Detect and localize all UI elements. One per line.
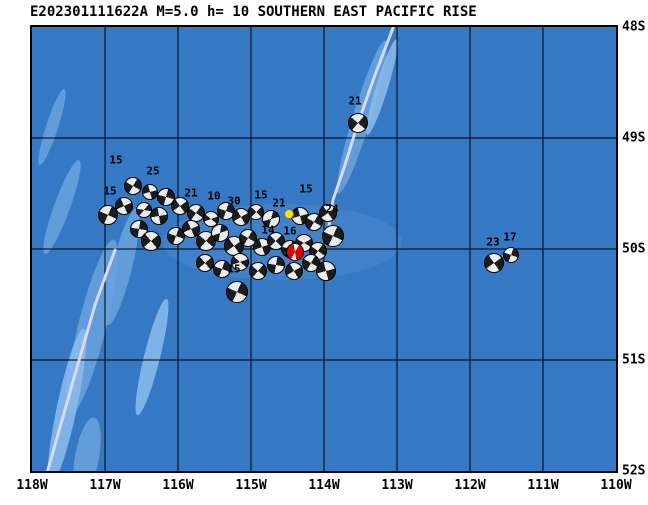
latitude-tick-label: 51S	[622, 352, 646, 368]
bathymetry-streak	[135, 298, 169, 416]
focal-mechanism-beachball	[203, 211, 219, 227]
bathymetry-streak	[73, 417, 101, 471]
focal-mechanism-beachball	[213, 260, 231, 278]
bathymetry-grid-and-plate-boundary	[32, 27, 616, 471]
event-number-label: 21	[184, 186, 198, 200]
event-number-label: 21	[348, 94, 362, 108]
longitude-tick-label: 110W	[600, 478, 632, 493]
map-area: 21 15 25 15 21 10 30 15 21 15 24 14 16 15 23 17	[30, 25, 618, 473]
longitude-tick-label: 115W	[235, 478, 267, 493]
event-number-label: 15	[103, 184, 117, 198]
focal-mechanism-beachball	[239, 229, 257, 247]
event-number-label: 15	[254, 188, 268, 202]
focal-mechanism-beachball	[141, 231, 161, 251]
focal-mechanism-beachball	[322, 225, 344, 247]
ridge-axis-line	[46, 248, 117, 471]
focal-mechanism-beachball	[267, 256, 285, 274]
focal-mechanism-beachball	[319, 204, 337, 222]
bathymetry-streak	[38, 88, 66, 166]
latitude-tick-label: 52S	[622, 463, 646, 479]
latitude-tick-label: 49S	[622, 130, 646, 146]
focal-mechanism-beachball	[305, 213, 323, 231]
focal-mechanism-beachball	[150, 207, 168, 225]
figure-title: E202301111622A M=5.0 h= 10 SOUTHERN EAST…	[30, 4, 477, 20]
event-number-label: 15	[299, 182, 313, 196]
event-number-label: 15	[109, 153, 123, 167]
focal-mechanism-beachball	[157, 188, 175, 206]
focal-mechanism-beachball	[124, 177, 142, 195]
event-number-label: 30	[227, 194, 241, 208]
beachball-layer	[32, 27, 616, 471]
bathymetry-streak	[43, 159, 81, 255]
focal-mechanism-beachball	[285, 262, 303, 280]
event-number-label: 15	[227, 262, 241, 276]
event-number-label: 25	[146, 164, 160, 178]
longitude-tick-label: 111W	[527, 478, 559, 493]
focal-mechanism-beachball	[226, 281, 248, 303]
focal-mechanism-beachball	[262, 210, 280, 228]
event-number-label: 23	[486, 235, 500, 249]
latitude-tick-label: 48S	[622, 19, 646, 35]
bathymetry-streak	[104, 208, 140, 326]
focal-mechanism-beachball	[316, 261, 336, 281]
longitude-tick-label: 116W	[162, 478, 194, 493]
event-number-label: 10	[207, 189, 221, 203]
focal-mechanism-beachball	[196, 254, 214, 272]
longitude-tick-label: 113W	[381, 478, 413, 493]
event-number-label: 16	[283, 224, 297, 238]
longitude-tick-label: 114W	[308, 478, 340, 493]
longitude-tick-label: 117W	[89, 478, 121, 493]
latitude-tick-label: 50S	[622, 241, 646, 257]
focal-mechanism-beachball	[182, 220, 200, 238]
event-number-label: 24	[325, 202, 339, 216]
focal-mechanism-beachball	[348, 113, 368, 133]
focal-mechanism-beachball	[231, 253, 249, 271]
focal-mechanism-beachball	[98, 205, 118, 225]
event-label-layer: 21 15 25 15 21 10 30 15 21 15 24 14 16 15 23 17	[32, 27, 616, 471]
longitude-tick-label: 118W	[16, 478, 48, 493]
focal-mechanism-beachball	[115, 197, 133, 215]
focal-mechanism-beachball	[503, 247, 519, 263]
longitude-tick-label: 112W	[454, 478, 486, 493]
highlighted-focal-mechanism-beachball	[286, 243, 304, 261]
yellow-epicenter-dot	[284, 209, 294, 219]
focal-mechanism-beachball	[249, 262, 267, 280]
focal-mechanism-beachball	[484, 253, 504, 273]
focal-mechanism-beachball	[211, 224, 229, 242]
event-number-label: 21	[272, 196, 286, 210]
event-number-label: 17	[503, 230, 517, 244]
event-number-label: 14	[261, 223, 275, 237]
bathymetry-streak	[366, 39, 398, 135]
